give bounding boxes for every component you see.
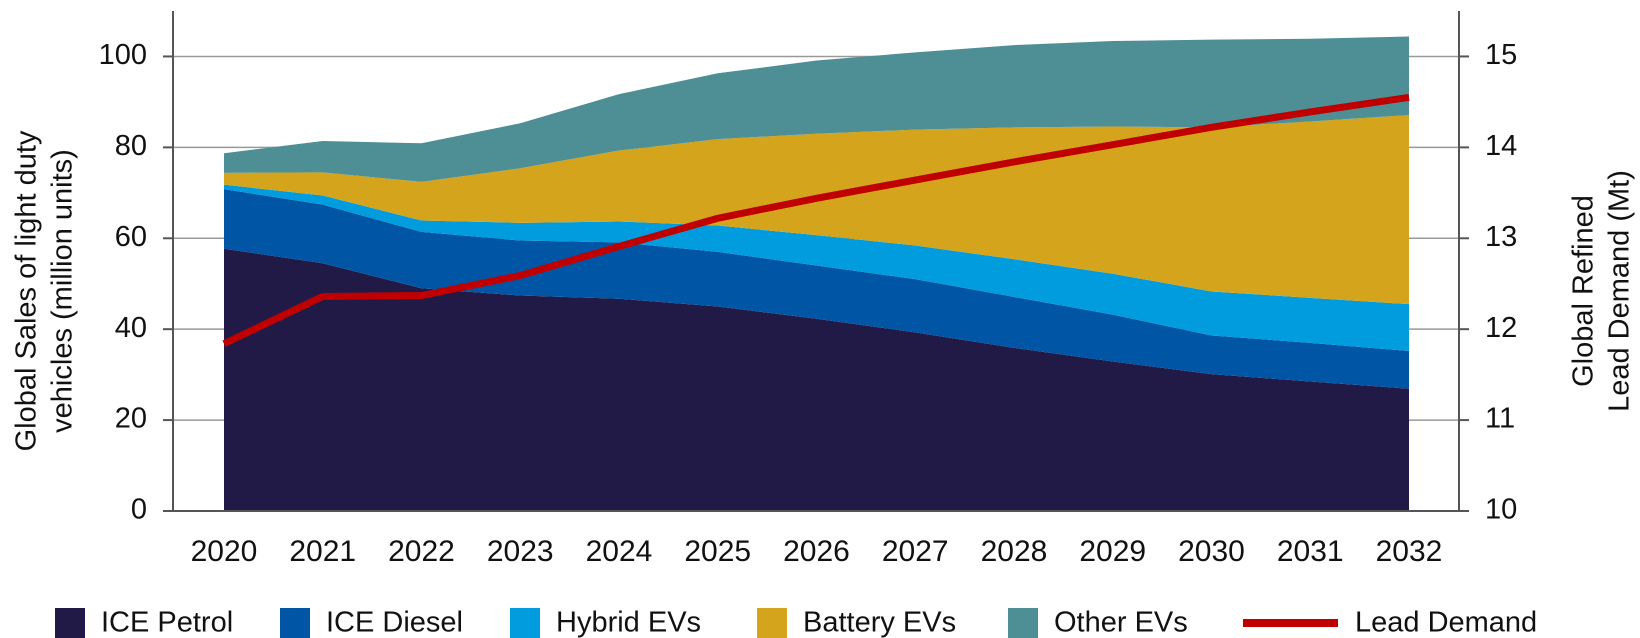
area bbox=[224, 115, 1409, 305]
y2-axis-label: Global Refined bbox=[1568, 195, 1600, 387]
legend-label: Battery EVs bbox=[803, 607, 956, 638]
legend-swatch bbox=[757, 608, 787, 638]
x-tick-label: 2031 bbox=[1277, 535, 1344, 568]
y2-axis-label: Lead Demand (Mt) bbox=[1604, 170, 1636, 412]
legend-label: Other EVs bbox=[1054, 607, 1188, 638]
x-tick-label: 2020 bbox=[191, 535, 258, 568]
legend-swatch bbox=[55, 608, 85, 638]
area bbox=[224, 189, 1409, 389]
x-tick-label: 2026 bbox=[783, 535, 850, 568]
legend-swatch bbox=[510, 608, 540, 638]
y2-tick-label: 15 bbox=[1485, 39, 1517, 71]
y-tick-label: 80 bbox=[115, 130, 147, 162]
x-tick-label: 2032 bbox=[1376, 535, 1443, 568]
y2-tick-label: 11 bbox=[1485, 403, 1515, 435]
y-axis-label: vehicles (million units) bbox=[47, 149, 79, 433]
legend-label: ICE Petrol bbox=[101, 607, 233, 638]
x-tick-label: 2028 bbox=[981, 535, 1048, 568]
x-tick-label: 2021 bbox=[289, 535, 356, 568]
x-tick-label: 2024 bbox=[586, 535, 653, 568]
y-tick-label: 20 bbox=[115, 403, 147, 435]
y2-tick-label: 10 bbox=[1485, 494, 1517, 526]
area bbox=[224, 248, 1409, 511]
x-tick-label: 2030 bbox=[1178, 535, 1245, 568]
x-tick-label: 2029 bbox=[1079, 535, 1146, 568]
x-tick-label: 2023 bbox=[487, 535, 554, 568]
x-tick-label: 2025 bbox=[684, 535, 751, 568]
legend-label: Lead Demand bbox=[1355, 607, 1537, 638]
area bbox=[224, 184, 1409, 351]
y2-tick-label: 14 bbox=[1485, 130, 1517, 162]
y-axis-label: Global Sales of light duty bbox=[11, 130, 43, 451]
legend-swatch bbox=[1008, 608, 1038, 638]
area bbox=[224, 36, 1409, 182]
y2-tick-label: 13 bbox=[1485, 221, 1517, 253]
y-tick-label: 100 bbox=[99, 39, 147, 71]
y-tick-label: 60 bbox=[115, 221, 147, 253]
y-tick-label: 40 bbox=[115, 312, 147, 344]
x-tick-label: 2027 bbox=[882, 535, 949, 568]
legend-swatch bbox=[280, 608, 310, 638]
legend-label: Hybrid EVs bbox=[556, 607, 701, 638]
y-tick-label: 0 bbox=[131, 494, 147, 526]
y2-tick-label: 12 bbox=[1485, 312, 1517, 344]
line bbox=[222, 93, 1410, 347]
x-tick-label: 2022 bbox=[388, 535, 455, 568]
legend-label: ICE Diesel bbox=[326, 607, 463, 638]
